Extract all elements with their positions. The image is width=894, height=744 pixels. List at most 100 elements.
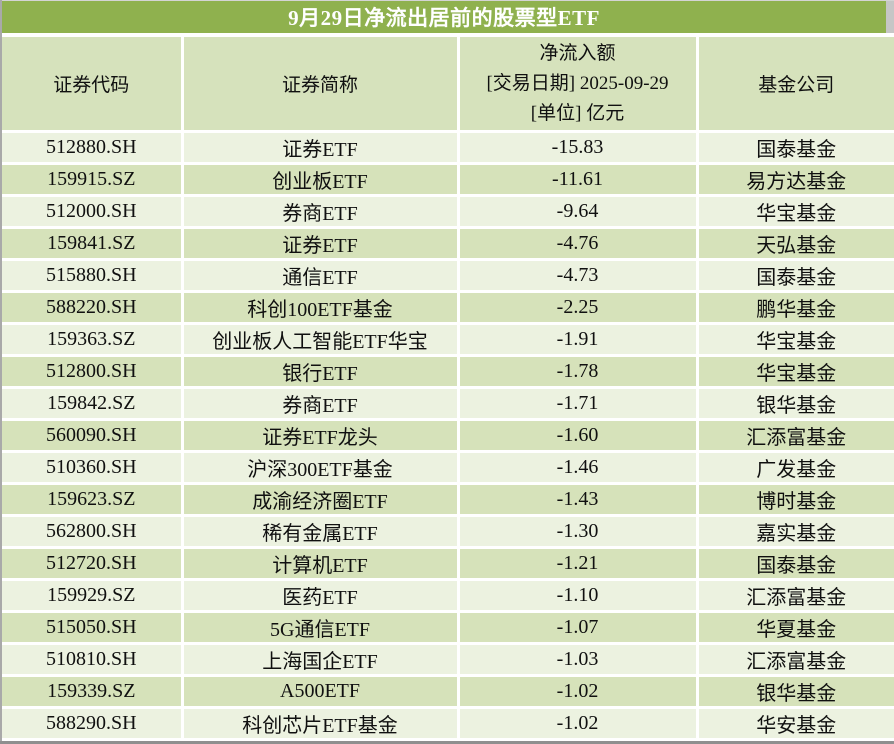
cell-security-code: 512880.SH [2, 131, 184, 165]
cell-net-flow: -15.83 [458, 131, 699, 165]
cell-net-flow: -11.61 [458, 163, 699, 197]
cell-security-code: 159363.SZ [2, 323, 184, 357]
cell-net-flow: -1.30 [458, 515, 699, 549]
table-row: 159929.SZ 医药ETF -1.10 汇添富基金 [2, 579, 894, 613]
table-row: 515880.SH 通信ETF -4.73 国泰基金 [2, 259, 894, 293]
cell-fund-company: 银华基金 [697, 675, 894, 709]
cell-net-flow: -4.76 [458, 227, 699, 261]
cell-security-name: 券商ETF [182, 387, 460, 421]
netflow-header-line3: [单位] 亿元 [530, 102, 625, 124]
etf-table-body: 512880.SH 证券ETF -15.83 国泰基金 159915.SZ 创业… [2, 131, 894, 738]
cell-security-code: 510360.SH [2, 451, 184, 485]
cell-security-name: 科创100ETF基金 [182, 291, 460, 325]
table-row: 560090.SH 证券ETF龙头 -1.60 汇添富基金 [2, 419, 894, 453]
cell-fund-company: 嘉实基金 [697, 515, 894, 549]
cell-net-flow: -1.91 [458, 323, 699, 357]
cell-security-code: 515880.SH [2, 259, 184, 293]
cell-net-flow: -1.43 [458, 483, 699, 517]
header-row: 证券代码 证券简称 净流入额 [交易日期] 2025-09-29 [单位] 亿元… [2, 37, 894, 133]
table-row: 159363.SZ 创业板人工智能ETF华宝 -1.91 华宝基金 [2, 323, 894, 357]
table-row: 510360.SH 沪深300ETF基金 -1.46 广发基金 [2, 451, 894, 485]
column-header-company: 基金公司 [697, 37, 894, 133]
table-row: 159841.SZ 证券ETF -4.76 天弘基金 [2, 227, 894, 261]
cell-security-name: 上海国企ETF [182, 643, 460, 677]
cell-security-code: 512000.SH [2, 195, 184, 229]
cell-security-name: 科创芯片ETF基金 [182, 707, 460, 738]
cell-security-code: 562800.SH [2, 515, 184, 549]
table-row: 588290.SH 科创芯片ETF基金 -1.02 华安基金 [2, 707, 894, 738]
cell-security-name: 通信ETF [182, 259, 460, 293]
cell-security-name: 创业板ETF [182, 163, 460, 197]
cell-security-name: 证券ETF [182, 131, 460, 165]
cell-net-flow: -1.10 [458, 579, 699, 613]
table-row: 515050.SH 5G通信ETF -1.07 华夏基金 [2, 611, 894, 645]
title-divider [2, 33, 894, 37]
cell-net-flow: -1.21 [458, 547, 699, 581]
cell-security-code: 159915.SZ [2, 163, 184, 197]
cell-fund-company: 华宝基金 [697, 355, 894, 389]
cell-security-code: 159929.SZ [2, 579, 184, 613]
cell-security-name: A500ETF [182, 675, 460, 709]
cell-security-code: 159339.SZ [2, 675, 184, 709]
cell-fund-company: 天弘基金 [697, 227, 894, 261]
cell-net-flow: -4.73 [458, 259, 699, 293]
column-header-netflow: 净流入额 [交易日期] 2025-09-29 [单位] 亿元 [458, 37, 699, 133]
cell-security-name: 计算机ETF [182, 547, 460, 581]
cell-security-name: 银行ETF [182, 355, 460, 389]
cell-fund-company: 汇添富基金 [697, 643, 894, 677]
cell-fund-company: 汇添富基金 [697, 579, 894, 613]
table-row: 159842.SZ 券商ETF -1.71 银华基金 [2, 387, 894, 421]
cell-net-flow: -1.46 [458, 451, 699, 485]
cell-net-flow: -1.60 [458, 419, 699, 453]
left-edge-divider [0, 0, 2, 744]
cell-security-name: 稀有金属ETF [182, 515, 460, 549]
cell-fund-company: 易方达基金 [697, 163, 894, 197]
cell-fund-company: 广发基金 [697, 451, 894, 485]
column-header-name: 证券简称 [182, 37, 460, 133]
cell-security-code: 159841.SZ [2, 227, 184, 261]
table-row: 512880.SH 证券ETF -15.83 国泰基金 [2, 131, 894, 165]
table-row: 588220.SH 科创100ETF基金 -2.25 鹏华基金 [2, 291, 894, 325]
table-row: 562800.SH 稀有金属ETF -1.30 嘉实基金 [2, 515, 894, 549]
cell-net-flow: -1.71 [458, 387, 699, 421]
cell-fund-company: 华宝基金 [697, 195, 894, 229]
cell-fund-company: 华安基金 [697, 707, 894, 738]
cell-fund-company: 国泰基金 [697, 259, 894, 293]
cell-net-flow: -9.64 [458, 195, 699, 229]
cell-security-name: 医药ETF [182, 579, 460, 613]
table-title: 9月29日净流出居前的股票型ETF [2, 1, 886, 33]
cell-security-name: 成渝经济圈ETF [182, 483, 460, 517]
column-header-code: 证券代码 [2, 37, 184, 133]
title-right-gray-strip [886, 1, 894, 33]
cell-fund-company: 国泰基金 [697, 547, 894, 581]
cell-security-code: 588220.SH [2, 291, 184, 325]
cell-net-flow: -1.78 [458, 355, 699, 389]
cell-security-code: 560090.SH [2, 419, 184, 453]
bottom-edge-divider [0, 741, 894, 744]
etf-flow-table: 证券代码 证券简称 净流入额 [交易日期] 2025-09-29 [单位] 亿元… [2, 37, 894, 738]
cell-security-code: 510810.SH [2, 643, 184, 677]
cell-security-name: 创业板人工智能ETF华宝 [182, 323, 460, 357]
cell-fund-company: 银华基金 [697, 387, 894, 421]
cell-security-code: 159842.SZ [2, 387, 184, 421]
cell-security-name: 5G通信ETF [182, 611, 460, 645]
cell-security-code: 588290.SH [2, 707, 184, 738]
netflow-header-line2: [交易日期] 2025-09-29 [486, 72, 669, 94]
cell-net-flow: -1.02 [458, 675, 699, 709]
cell-net-flow: -1.07 [458, 611, 699, 645]
cell-security-name: 证券ETF [182, 227, 460, 261]
cell-fund-company: 华夏基金 [697, 611, 894, 645]
cell-security-code: 159623.SZ [2, 483, 184, 517]
table-row: 159623.SZ 成渝经济圈ETF -1.43 博时基金 [2, 483, 894, 517]
table-row: 159915.SZ 创业板ETF -11.61 易方达基金 [2, 163, 894, 197]
cell-security-name: 证券ETF龙头 [182, 419, 460, 453]
cell-security-code: 512720.SH [2, 547, 184, 581]
cell-net-flow: -2.25 [458, 291, 699, 325]
table-row: 512800.SH 银行ETF -1.78 华宝基金 [2, 355, 894, 389]
top-edge-divider [0, 0, 894, 1]
cell-security-name: 券商ETF [182, 195, 460, 229]
cell-security-code: 515050.SH [2, 611, 184, 645]
cell-security-code: 512800.SH [2, 355, 184, 389]
